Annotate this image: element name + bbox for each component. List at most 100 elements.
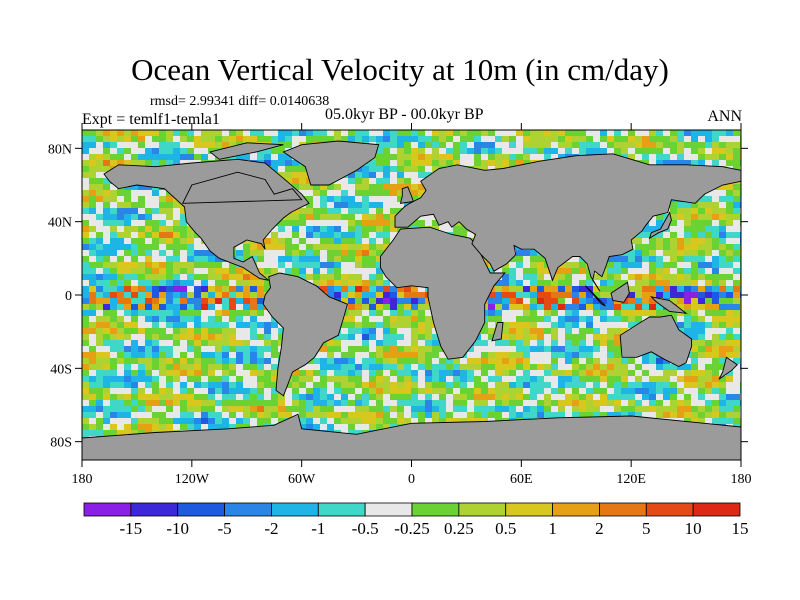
ocean-cell	[411, 136, 419, 143]
ocean-cell	[649, 388, 657, 395]
ocean-cell	[390, 376, 398, 383]
ocean-cell	[523, 340, 531, 347]
ocean-cell	[166, 214, 174, 221]
ocean-cell	[495, 412, 503, 419]
ocean-cell	[271, 148, 279, 155]
ocean-cell	[110, 394, 118, 401]
ocean-cell	[124, 268, 132, 275]
ocean-cell	[327, 388, 335, 395]
ocean-cell	[117, 304, 125, 311]
ocean-cell	[537, 292, 545, 299]
ocean-cell	[656, 310, 664, 317]
ocean-cell	[229, 418, 237, 425]
ocean-cell	[726, 154, 734, 161]
ocean-cell	[719, 208, 727, 215]
ocean-cell	[684, 406, 692, 413]
ocean-cell	[698, 382, 706, 389]
ocean-cell	[236, 364, 244, 371]
ocean-cell	[481, 142, 489, 149]
ocean-cell	[103, 394, 111, 401]
ocean-cell	[726, 292, 734, 299]
ocean-cell	[173, 310, 181, 317]
ocean-cell	[264, 394, 272, 401]
ocean-cell	[145, 214, 153, 221]
ocean-cell	[383, 376, 391, 383]
ocean-cell	[201, 412, 209, 419]
ocean-cell	[264, 346, 272, 353]
ocean-cell	[670, 244, 678, 251]
ocean-cell	[250, 322, 258, 329]
ocean-cell	[243, 154, 251, 161]
ocean-cell	[411, 334, 419, 341]
ocean-cell	[642, 388, 650, 395]
ocean-cell	[376, 154, 384, 161]
ocean-cell	[355, 316, 363, 323]
ocean-cell	[397, 352, 405, 359]
ocean-cell	[320, 346, 328, 353]
ocean-cell	[446, 376, 454, 383]
ocean-cell	[586, 328, 594, 335]
ocean-cell	[131, 196, 139, 203]
ocean-cell	[299, 172, 307, 179]
ocean-cell	[264, 340, 272, 347]
ocean-cell	[152, 328, 160, 335]
ocean-cell	[425, 322, 433, 329]
ocean-cell	[362, 286, 370, 293]
ocean-cell	[334, 334, 342, 341]
ocean-cell	[376, 136, 384, 143]
ocean-cell	[488, 406, 496, 413]
ocean-cell	[306, 274, 314, 281]
ocean-cell	[103, 202, 111, 209]
ocean-cell	[348, 412, 356, 419]
ocean-cell	[285, 220, 293, 227]
ocean-cell	[642, 232, 650, 239]
ocean-cell	[726, 220, 734, 227]
ocean-cell	[334, 178, 342, 185]
ocean-cell	[411, 190, 419, 197]
ocean-cell	[152, 406, 160, 413]
ocean-cell	[159, 214, 167, 221]
ocean-cell	[327, 340, 335, 347]
ocean-cell	[446, 358, 454, 365]
ocean-cell	[152, 154, 160, 161]
ocean-cell	[236, 382, 244, 389]
ocean-cell	[586, 400, 594, 407]
ocean-cell	[593, 370, 601, 377]
ocean-cell	[698, 214, 706, 221]
ocean-cell	[159, 160, 167, 167]
ocean-cell	[719, 280, 727, 287]
ocean-cell	[264, 400, 272, 407]
ocean-cell	[355, 400, 363, 407]
ocean-cell	[642, 268, 650, 275]
ocean-cell	[474, 160, 482, 167]
ocean-cell	[320, 370, 328, 377]
ocean-cell	[173, 424, 181, 431]
ocean-cell	[628, 148, 636, 155]
ocean-cell	[593, 406, 601, 413]
ocean-cell	[306, 226, 314, 233]
ocean-cell	[418, 364, 426, 371]
ocean-cell	[145, 136, 153, 143]
ocean-cell	[96, 310, 104, 317]
ocean-cell	[96, 238, 104, 245]
ocean-cell	[110, 346, 118, 353]
ocean-cell	[383, 166, 391, 173]
ocean-cell	[369, 280, 377, 287]
ocean-cell	[159, 352, 167, 359]
ocean-cell	[180, 256, 188, 263]
ocean-cell	[180, 364, 188, 371]
ocean-cell	[733, 136, 741, 143]
ocean-cell	[509, 394, 517, 401]
ocean-cell	[628, 262, 636, 269]
ocean-cell	[173, 238, 181, 245]
ocean-cell	[138, 298, 146, 305]
ocean-cell	[586, 340, 594, 347]
ocean-cell	[600, 370, 608, 377]
ocean-cell	[208, 418, 216, 425]
ocean-cell	[222, 340, 230, 347]
ocean-cell	[509, 148, 517, 155]
ocean-cell	[544, 154, 552, 161]
ocean-cell	[635, 286, 643, 293]
ocean-cell	[117, 274, 125, 281]
ocean-cell	[411, 370, 419, 377]
